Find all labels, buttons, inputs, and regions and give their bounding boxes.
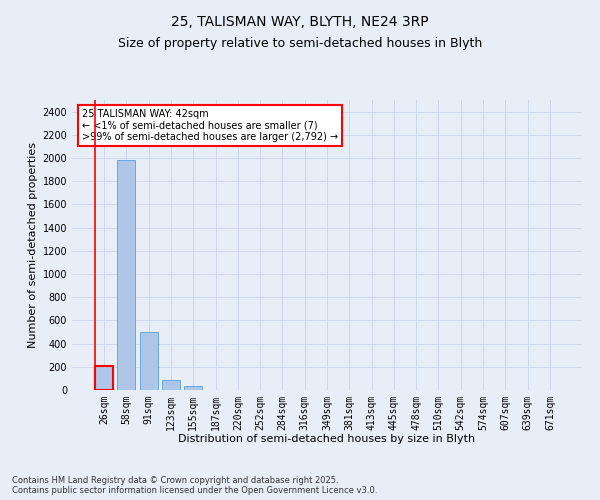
Bar (118, 160, 136, 390)
Text: 25 TALISMAN WAY: 42sqm
← <1% of semi-detached houses are smaller (7)
>99% of sem: 25 TALISMAN WAY: 42sqm ← <1% of semi-det… (82, 108, 338, 142)
Y-axis label: Number of semi-detached properties: Number of semi-detached properties (28, 142, 38, 348)
Text: 25, TALISMAN WAY, BLYTH, NE24 3RP: 25, TALISMAN WAY, BLYTH, NE24 3RP (171, 15, 429, 29)
Bar (162, 380, 180, 390)
X-axis label: Distribution of semi-detached houses by size in Blyth: Distribution of semi-detached houses by … (178, 434, 476, 444)
Text: Size of property relative to semi-detached houses in Blyth: Size of property relative to semi-detach… (118, 38, 482, 51)
Bar (95, 366, 113, 390)
Bar (140, 332, 158, 390)
Bar (184, 386, 202, 390)
Text: Contains HM Land Registry data © Crown copyright and database right 2025.
Contai: Contains HM Land Registry data © Crown c… (12, 476, 377, 495)
